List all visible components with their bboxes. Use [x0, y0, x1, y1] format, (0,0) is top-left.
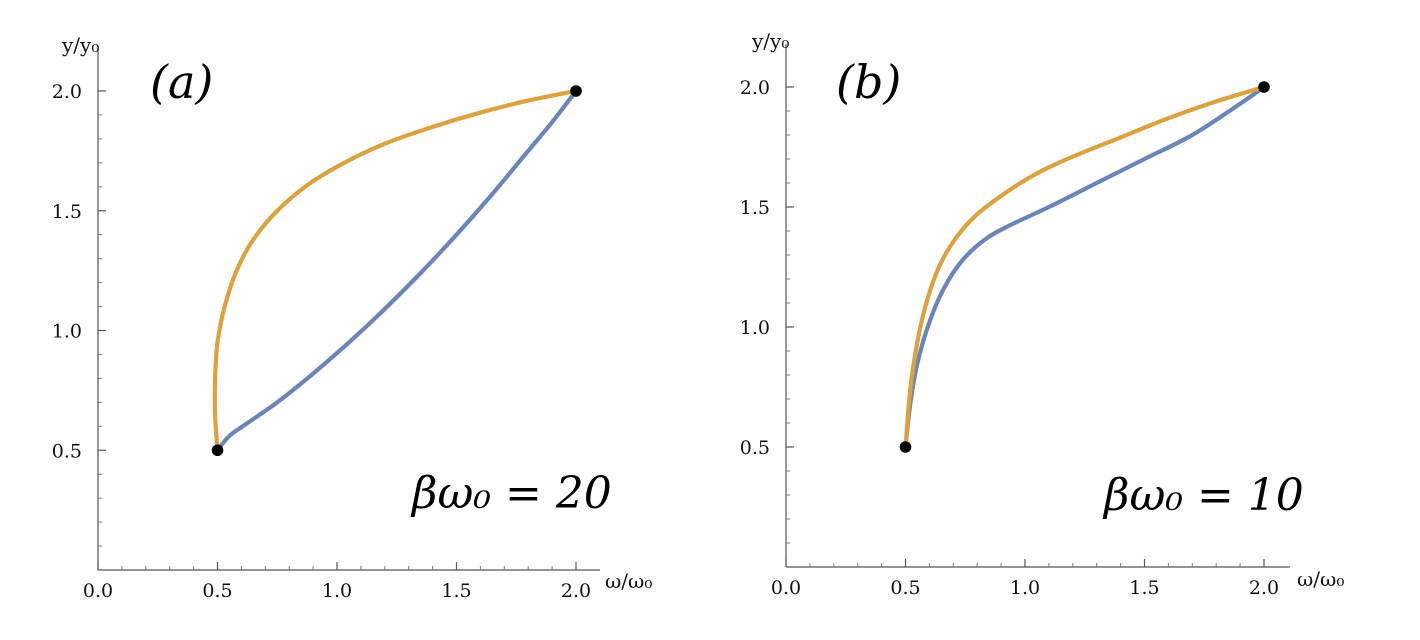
end-point — [570, 85, 582, 97]
y-tick-label: 0.5 — [740, 437, 770, 459]
y-tick-label: 2.0 — [740, 77, 770, 99]
x-axis-label: ω/ω₀ — [1297, 567, 1344, 591]
end-point — [1258, 81, 1270, 93]
y-axis-label: y/y₀ — [61, 33, 99, 57]
y-axis-label: y/y₀ — [751, 29, 789, 53]
y-tick-label: 0.5 — [52, 440, 82, 462]
panel-label: (b) — [836, 55, 901, 109]
x-tick-label: 1.5 — [1129, 577, 1159, 599]
series-line-orange — [903, 84, 1267, 450]
y-tick-label: 1.5 — [740, 197, 770, 219]
x-tick-label: 1.0 — [322, 580, 352, 602]
panel-b: 0.0 0.5 1.0 1.5 2.0 0.5 1.0 1.5 2.0 ω/ω₀ y/y₀ (b) βω… — [740, 29, 1345, 599]
y-tick-label: 1.0 — [740, 317, 770, 339]
panel-label: (a) — [150, 55, 213, 109]
x-tick-label: 2.0 — [561, 580, 591, 602]
x-tick-label: 1.5 — [441, 580, 471, 602]
series-line-blue — [903, 84, 1267, 450]
beta-omega-annotation: βω₀ = 10 — [1102, 470, 1304, 521]
y-tick-label: 1.0 — [52, 321, 82, 343]
x-tick-label: 1.0 — [1010, 577, 1040, 599]
x-tick-label: 0.5 — [890, 577, 920, 599]
series-line-orange — [212, 88, 579, 453]
start-point — [899, 441, 912, 453]
start-point — [211, 444, 224, 457]
y-tick-label: 2.0 — [52, 81, 82, 103]
beta-omega-annotation: βω₀ = 20 — [410, 468, 612, 519]
x-tick-label: 0.5 — [202, 580, 232, 602]
x-tick-label: 0.0 — [83, 580, 113, 602]
x-axis-label: ω/ω₀ — [605, 569, 652, 593]
panel-a: 0.0 0.5 1.0 1.5 2.0 0.5 1.0 1.5 2.0 ω/ω₀ y/y₀ (a) βω… — [52, 33, 653, 602]
y-tick-label: 1.5 — [52, 201, 82, 223]
x-tick-label: 0.0 — [771, 577, 801, 599]
series-line-blue — [215, 88, 579, 453]
x-tick-label: 2.0 — [1249, 577, 1279, 599]
